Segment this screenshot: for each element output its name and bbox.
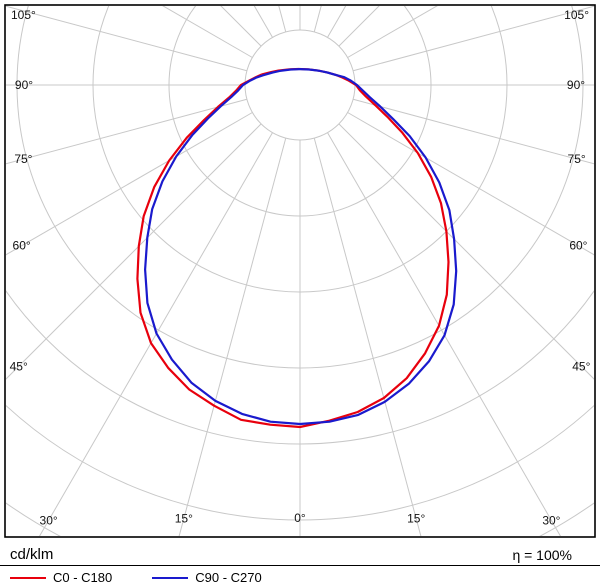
angle-labels: 0° 15° 15° 30° 30° 45° 45° 60° 60° 75° 75° 90° 90° 10… <box>10 8 591 527</box>
svg-text:75°: 75° <box>14 152 32 166</box>
chart-footer: cd/klm η = 100% C0 - C180 C90 - C270 <box>0 543 600 588</box>
svg-text:60°: 60° <box>13 239 31 253</box>
svg-text:105°: 105° <box>11 8 36 22</box>
legend-label-c0-c180: C0 - C180 <box>53 570 113 585</box>
chart-frame <box>4 4 596 538</box>
svg-text:45°: 45° <box>572 359 590 373</box>
svg-text:0°: 0° <box>294 511 306 525</box>
curve-c90-c270 <box>144 68 458 426</box>
svg-text:105°: 105° <box>564 8 589 22</box>
legend-line-blue <box>152 576 189 579</box>
svg-text:45°: 45° <box>10 359 28 373</box>
svg-text:15°: 15° <box>175 512 193 526</box>
legend-item-c0-c180: C0 - C180 <box>10 570 112 585</box>
legend: C0 - C180 C90 - C270 <box>0 566 600 588</box>
footer-info-row: cd/klm η = 100% <box>0 543 600 563</box>
legend-line-red <box>10 576 46 579</box>
svg-text:30°: 30° <box>40 513 58 527</box>
unit-label: cd/klm <box>10 546 54 563</box>
svg-text:15°: 15° <box>407 512 425 526</box>
svg-text:90°: 90° <box>15 78 33 92</box>
svg-text:75°: 75° <box>568 152 586 166</box>
svg-text:90°: 90° <box>567 78 585 92</box>
svg-text:30°: 30° <box>542 513 560 527</box>
svg-text:60°: 60° <box>569 239 587 253</box>
legend-item-c90-c270: C90 - C270 <box>152 570 262 585</box>
polar-grid <box>6 6 594 536</box>
polar-intensity-chart: 0° 15° 15° 30° 30° 45° 45° 60° 60° 75° 75° 90° 90° 10… <box>4 4 596 538</box>
efficiency-label: η = 100% <box>512 547 572 563</box>
footer-divider <box>0 565 600 566</box>
legend-label-c90-c270: C90 - C270 <box>195 570 262 585</box>
